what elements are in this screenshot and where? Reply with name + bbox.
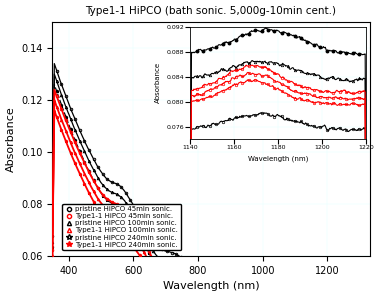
X-axis label: Wavelength (nm): Wavelength (nm) [163, 282, 259, 291]
Legend: pristine HiPCO 45min sonic., Type1-1 HiPCO 45min sonic., pristine HiPCO 100min s: pristine HiPCO 45min sonic., Type1-1 HiP… [62, 203, 181, 250]
Y-axis label: Absorbance: Absorbance [6, 106, 16, 172]
Title: Type1-1 HiPCO (bath sonic. 5,000g-10min cent.): Type1-1 HiPCO (bath sonic. 5,000g-10min … [86, 6, 336, 15]
